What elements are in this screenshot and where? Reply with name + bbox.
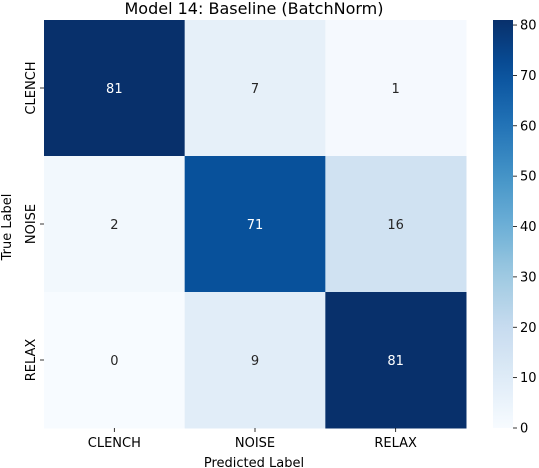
heatmap-cell-noise-noise	[184, 156, 326, 293]
heatmap-cell-clench-noise	[184, 20, 326, 157]
y-tick-label: NOISE	[24, 204, 39, 244]
colorbar-ticks: 0 10 20 30 40 50 60 70 80	[513, 19, 537, 437]
cell-value-label: 16	[387, 218, 404, 233]
heatmap-cell-noise-clench	[44, 156, 186, 293]
colorbar-tick-label: 80	[520, 19, 537, 34]
cell-value-label: 7	[251, 82, 259, 97]
chart-title: Model 14: Baseline (BatchNorm)	[125, 0, 384, 18]
x-tick-labels: CLENCH NOISE RELAX	[88, 428, 417, 451]
colorbar-tick-label: 70	[520, 69, 537, 84]
x-axis-label: Predicted Label	[204, 456, 304, 468]
cell-value-label: 2	[110, 218, 118, 233]
colorbar-tick-label: 20	[520, 321, 537, 336]
cell-value-label: 81	[106, 82, 123, 97]
y-tick-label: RELAX	[24, 339, 39, 382]
colorbar	[493, 20, 513, 428]
heatmap-cell-relax-noise	[184, 292, 326, 429]
heatmap-cell-relax-relax	[325, 292, 467, 429]
colorbar-tick-label: 10	[520, 371, 537, 386]
heatmap-cell-noise-relax	[325, 156, 467, 293]
heatmap-cell-clench-relax	[325, 20, 467, 157]
heatmap-cells: 81 7 12 71 160 9 81	[44, 20, 467, 429]
x-tick-label: NOISE	[235, 436, 275, 451]
cell-value-label: 9	[251, 354, 259, 369]
x-tick-label: CLENCH	[88, 436, 141, 451]
y-axis-label: True Label	[0, 194, 15, 262]
colorbar-tick-label: 50	[520, 170, 537, 185]
heatmap-cell-relax-clench	[44, 292, 186, 429]
colorbar-tick-label: 40	[520, 220, 537, 235]
heatmap-cell-clench-clench	[44, 20, 186, 157]
y-tick-label: CLENCH	[24, 61, 39, 114]
cell-value-label: 1	[392, 82, 400, 97]
colorbar-tick-label: 60	[520, 119, 537, 134]
x-tick-label: RELAX	[374, 436, 417, 451]
colorbar-tick-label: 30	[520, 270, 537, 285]
cell-value-label: 71	[247, 218, 264, 233]
cell-value-label: 0	[110, 354, 118, 369]
y-tick-labels: CLENCH NOISE RELAX	[24, 61, 44, 381]
colorbar-tick-label: 0	[520, 422, 528, 437]
cell-value-label: 81	[387, 354, 404, 369]
